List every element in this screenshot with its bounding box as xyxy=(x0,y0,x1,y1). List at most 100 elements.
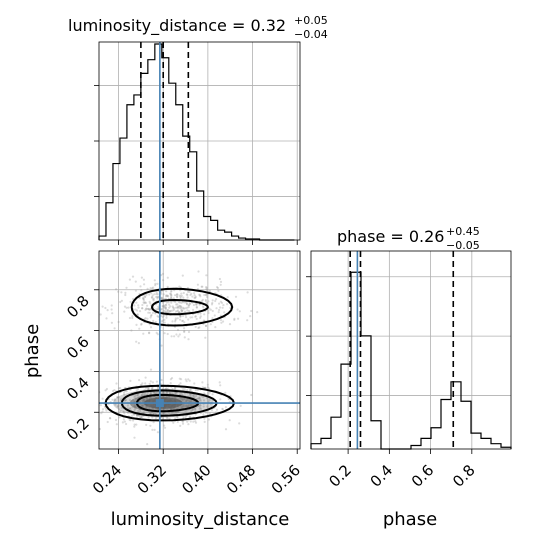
sample-point xyxy=(99,404,102,407)
sample-point xyxy=(124,390,127,393)
sample-point xyxy=(176,305,179,308)
sample-point xyxy=(130,415,134,418)
sample-point xyxy=(175,294,178,297)
sample-point xyxy=(194,296,197,299)
sample-point xyxy=(198,293,201,296)
sample-point xyxy=(151,381,154,384)
sample-point xyxy=(178,304,181,307)
sample-point xyxy=(204,324,208,327)
sample-point xyxy=(214,299,217,303)
sample-point xyxy=(199,312,202,315)
sample-point xyxy=(186,309,189,312)
sample-point xyxy=(203,293,206,297)
sample-point xyxy=(160,344,163,347)
sample-point xyxy=(183,321,186,324)
sample-point xyxy=(215,298,218,301)
sample-point xyxy=(168,310,171,313)
sample-point xyxy=(133,405,136,408)
sample-point xyxy=(196,398,199,401)
sample-point xyxy=(198,407,201,410)
luminosity-distance-title-minus: −0.04 xyxy=(294,28,328,41)
sample-point xyxy=(144,295,147,298)
sample-point xyxy=(174,392,177,395)
sample-point xyxy=(177,335,180,338)
sample-point xyxy=(176,420,179,423)
sample-point xyxy=(145,423,148,426)
sample-point xyxy=(218,277,221,281)
sample-point xyxy=(201,386,204,389)
sample-point xyxy=(239,404,242,407)
sample-point xyxy=(142,399,145,402)
sample-point xyxy=(123,305,127,308)
sample-point xyxy=(144,382,147,385)
sample-point xyxy=(200,285,203,288)
sample-point xyxy=(181,406,184,409)
sample-point xyxy=(196,397,199,400)
sample-point xyxy=(203,420,206,423)
sample-point xyxy=(162,408,165,411)
sample-point xyxy=(148,300,151,303)
sample-point xyxy=(194,302,197,305)
sample-point xyxy=(181,405,185,408)
sample-point xyxy=(162,314,165,317)
sample-point xyxy=(174,306,178,309)
sample-point xyxy=(150,411,153,414)
luminosity-distance-title: luminosity_distance = 0.32 xyxy=(68,16,286,36)
sample-point xyxy=(191,408,194,412)
sample-point xyxy=(115,382,118,385)
sample-point xyxy=(217,289,220,292)
sample-point xyxy=(166,392,169,395)
sample-point xyxy=(156,308,160,311)
sample-point xyxy=(128,316,131,320)
sample-point xyxy=(125,286,128,289)
sample-point xyxy=(156,282,159,285)
sample-point xyxy=(249,315,252,318)
sample-point xyxy=(199,403,202,407)
x-axis-label-luminosity-distance: luminosity_distance xyxy=(111,509,290,530)
sample-point xyxy=(200,407,203,410)
sample-point xyxy=(211,393,214,396)
sample-point xyxy=(172,308,176,311)
sample-point xyxy=(154,321,157,324)
sample-point xyxy=(177,306,180,309)
sample-point xyxy=(189,420,192,423)
sample-point xyxy=(174,310,178,313)
sample-point xyxy=(191,316,194,319)
sample-point xyxy=(219,384,222,387)
sample-point xyxy=(133,436,136,439)
sample-point xyxy=(154,412,157,415)
sample-point xyxy=(148,311,151,314)
sample-point xyxy=(172,307,176,310)
sample-point xyxy=(207,400,210,403)
sample-point xyxy=(163,332,166,335)
sample-point xyxy=(190,404,193,407)
sample-point xyxy=(183,310,187,313)
sample-point xyxy=(180,292,183,295)
sample-point xyxy=(184,378,187,381)
sample-point xyxy=(181,314,185,317)
sample-point xyxy=(188,389,191,392)
sample-point xyxy=(192,394,195,398)
sample-point xyxy=(163,309,166,312)
sample-point xyxy=(202,396,205,399)
sample-point xyxy=(145,307,148,310)
sample-point xyxy=(118,410,121,413)
sample-point xyxy=(151,428,154,431)
sample-point xyxy=(187,304,191,307)
phase-x-tick-label-0: 0.2 xyxy=(325,461,355,491)
sample-point xyxy=(189,393,192,396)
sample-point xyxy=(179,315,182,318)
sample-point xyxy=(142,404,145,407)
sample-point xyxy=(152,319,155,322)
sample-point xyxy=(184,307,187,310)
sample-point xyxy=(182,387,185,390)
sample-point xyxy=(155,380,158,383)
sample-point xyxy=(128,278,131,281)
sample-point xyxy=(162,391,165,394)
sample-point xyxy=(162,293,165,296)
sample-point xyxy=(179,393,182,396)
sample-point xyxy=(162,310,165,313)
sample-point xyxy=(208,289,211,292)
sample-point xyxy=(81,400,83,402)
sample-point xyxy=(166,311,169,314)
